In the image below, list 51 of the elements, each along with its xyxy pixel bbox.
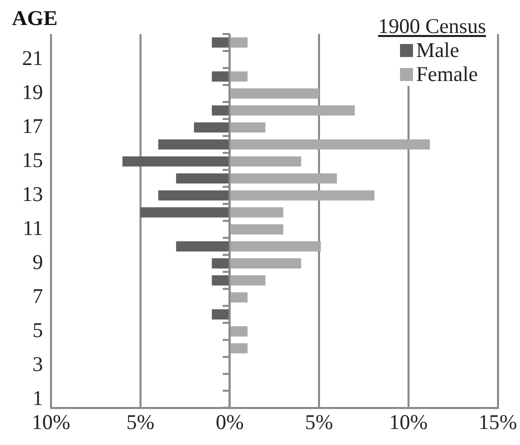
x-tick-label: 10%: [32, 410, 70, 434]
bar: [176, 173, 229, 184]
x-tick-label: 0%: [216, 410, 244, 434]
bar: [230, 88, 320, 99]
bar: [230, 139, 430, 150]
y-tick-label: 7: [32, 284, 43, 308]
y-axis-title: AGE: [12, 6, 58, 31]
bar: [140, 207, 229, 218]
bar: [230, 190, 374, 201]
bar: [230, 71, 248, 82]
legend-label: Male: [415, 38, 460, 62]
bar: [230, 343, 248, 354]
bar: [230, 105, 355, 116]
legend-title: 1900 Census: [378, 14, 486, 38]
bar: [212, 258, 229, 268]
legend-label: Female: [415, 62, 479, 86]
bar: [212, 275, 229, 286]
bar: [230, 275, 266, 286]
y-tick-label: 19: [22, 80, 43, 104]
x-tick-label: 5%: [305, 410, 334, 434]
y-tick-label: 15: [22, 148, 43, 172]
bar: [212, 105, 229, 116]
bar: [230, 258, 302, 268]
y-tick-label: 9: [32, 250, 43, 274]
bar: [212, 71, 229, 82]
bar: [158, 139, 229, 150]
bar: [230, 156, 302, 167]
bar: [230, 326, 248, 336]
bar: [230, 173, 337, 184]
bar: [230, 292, 248, 302]
y-tick-label: 5: [32, 318, 43, 342]
bar: [122, 156, 229, 167]
x-tick-label: 10%: [389, 410, 428, 434]
y-tick-label: 11: [22, 216, 43, 240]
bar: [230, 122, 266, 133]
y-tick-label: 21: [22, 46, 43, 70]
x-tick-label: 15%: [478, 410, 518, 434]
bar: [194, 122, 229, 133]
bar: [212, 37, 229, 48]
x-tick-label: 5%: [126, 410, 154, 434]
bar: [176, 241, 229, 252]
bar: [158, 190, 229, 201]
bar: [230, 224, 284, 234]
bar: [230, 207, 284, 218]
y-tick-label: 17: [22, 114, 43, 138]
y-tick-label: 1: [32, 386, 43, 410]
y-tick-label: 13: [22, 182, 43, 206]
bar: [230, 37, 248, 48]
bar: [230, 241, 321, 252]
bar: [212, 309, 229, 320]
y-tick-label: 3: [32, 352, 43, 376]
